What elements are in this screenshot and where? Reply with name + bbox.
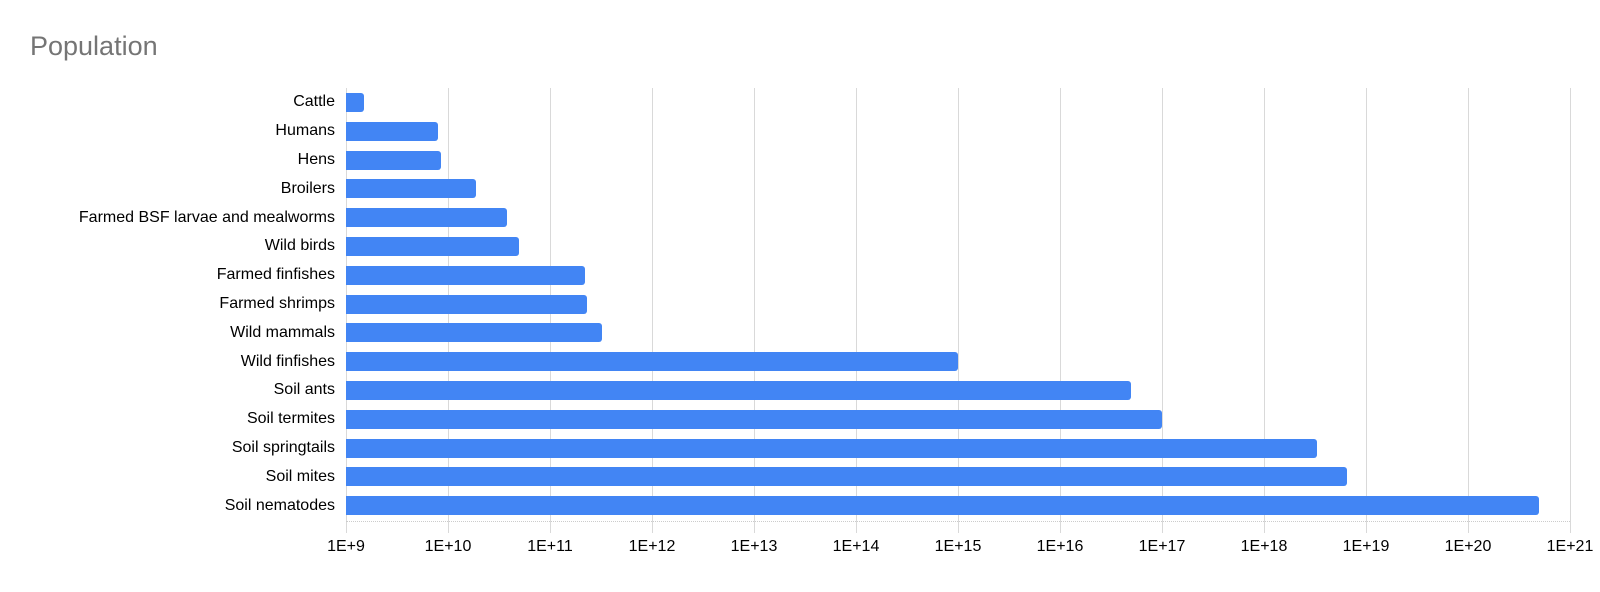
y-axis-label-farmed-bsf-larvae-and-mealworms: Farmed BSF larvae and mealworms [78,208,335,226]
axis-tick [448,520,449,533]
gridline [1468,88,1469,520]
axis-tick [550,520,551,533]
bar-soil-springtails[interactable] [346,438,1317,458]
axis-tick [652,520,653,533]
bar-farmed-bsf-larvae-and-mealworms[interactable] [346,208,508,228]
bar-wild-finfishes[interactable] [346,352,958,372]
y-axis-label-farmed-finfishes: Farmed finfishes [216,266,335,284]
gridline [856,88,857,520]
bar-wild-mammals[interactable] [346,323,602,343]
gridline [1366,88,1367,520]
bar-soil-nematodes[interactable] [346,496,1540,516]
x-axis-label: 1E+17 [1138,538,1186,555]
y-axis-label-soil-ants: Soil ants [273,381,335,399]
gridline [1264,88,1265,520]
x-axis-label: 1E+11 [527,538,573,555]
bar-cattle[interactable] [346,92,364,112]
bar-broilers[interactable] [346,179,477,199]
bar-farmed-finfishes[interactable] [346,265,585,285]
x-axis-baseline [346,521,1570,522]
axis-tick [754,520,755,533]
axis-tick [1060,520,1061,533]
bar-soil-mites[interactable] [346,467,1347,487]
y-axis-label-broilers: Broilers [280,179,335,197]
x-axis-label: 1E+9 [327,538,365,555]
axis-tick [1264,520,1265,533]
x-axis-label: 1E+13 [730,538,778,555]
y-axis-label-humans: Humans [275,122,335,140]
x-axis-label: 1E+21 [1546,538,1594,555]
x-axis-label: 1E+10 [424,538,472,555]
axis-tick [1366,520,1367,533]
axis-tick [346,520,347,533]
y-axis-label-soil-mites: Soil mites [265,467,335,485]
axis-tick [1468,520,1469,533]
axis-tick [1162,520,1163,533]
gridline [1162,88,1163,520]
x-axis-label: 1E+20 [1444,538,1492,555]
bar-hens[interactable] [346,150,441,170]
bar-farmed-shrimps[interactable] [346,294,587,314]
axis-tick [958,520,959,533]
chart-title: Population [30,31,158,61]
bar-soil-ants[interactable] [346,380,1132,400]
x-axis-label: 1E+15 [934,538,982,555]
x-axis-label: 1E+18 [1240,538,1288,555]
y-axis-label-farmed-shrimps: Farmed shrimps [219,295,335,312]
y-axis-label-wild-mammals: Wild mammals [230,323,335,341]
gridline [1060,88,1061,520]
axis-tick [856,520,857,533]
bar-humans[interactable] [346,121,439,141]
gridline [958,88,959,520]
x-axis-label: 1E+12 [628,538,676,555]
bar-soil-termites[interactable] [346,409,1162,429]
x-axis-label: 1E+16 [1036,538,1084,555]
y-axis-label-soil-nematodes: Soil nematodes [224,496,335,514]
gridline [1570,88,1571,520]
y-axis-label-wild-birds: Wild birds [264,237,335,255]
y-axis-label-hens: Hens [297,151,335,168]
x-axis-label: 1E+14 [832,538,880,555]
y-axis-label-soil-springtails: Soil springtails [231,439,335,456]
gridline [754,88,755,520]
gridline [652,88,653,520]
y-axis-label-wild-finfishes: Wild finfishes [240,352,335,370]
y-axis-label-soil-termites: Soil termites [246,410,335,428]
x-axis-label: 1E+19 [1342,538,1390,555]
bar-wild-birds[interactable] [346,236,520,256]
y-axis-label-cattle: Cattle [293,93,335,111]
axis-tick [1570,520,1571,533]
